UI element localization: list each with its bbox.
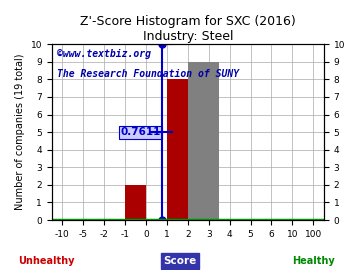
Bar xyxy=(167,79,188,220)
Bar xyxy=(188,62,219,220)
Text: ©www.textbiz.org: ©www.textbiz.org xyxy=(57,49,151,59)
Y-axis label: Number of companies (19 total): Number of companies (19 total) xyxy=(15,54,25,210)
Bar xyxy=(125,185,146,220)
Title: Z'-Score Histogram for SXC (2016)
Industry: Steel: Z'-Score Histogram for SXC (2016) Indust… xyxy=(80,15,296,43)
Text: Score: Score xyxy=(163,256,197,266)
Text: The Research Foundation of SUNY: The Research Foundation of SUNY xyxy=(57,69,239,79)
Text: 0.7611: 0.7611 xyxy=(121,127,161,137)
Text: Healthy: Healthy xyxy=(292,256,334,266)
Text: Unhealthy: Unhealthy xyxy=(19,256,75,266)
